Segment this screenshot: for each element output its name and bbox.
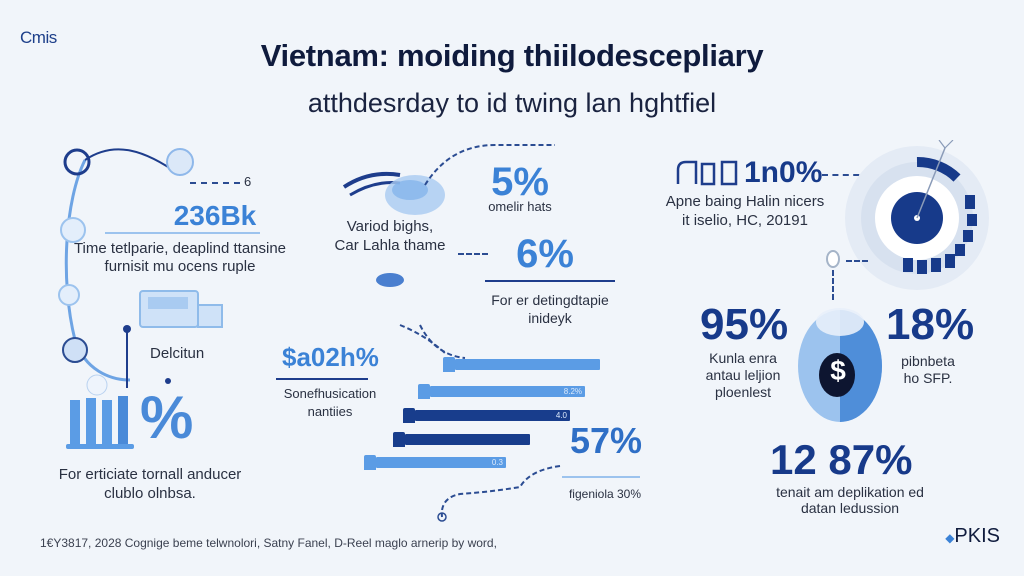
pin-icon [123, 325, 131, 333]
footer-logo: ◆PKIS [945, 525, 1000, 547]
bar-row [393, 432, 530, 447]
bar-row: 4.0 [403, 408, 570, 423]
bar [393, 432, 530, 447]
bar-row: 8.2% [418, 384, 585, 399]
stat-caption: figeniola 30% [568, 487, 642, 501]
stat-value-57: 57% [570, 420, 643, 461]
bar: 8.2% [418, 384, 585, 399]
bar-cap [443, 357, 455, 372]
connector-curve [437, 465, 561, 522]
stat-caption-line1: Sonefhusication [283, 386, 377, 401]
page-subtitle: atthdesrday to id twing lan hghtfiel [307, 88, 717, 118]
diamond-icon: ◆ [945, 531, 955, 545]
bar [443, 357, 600, 372]
stat-value-6: 6% [516, 232, 574, 276]
stat-value-5: 5% [491, 160, 549, 204]
stat-caption-line2: furnisit mu ocens ruple [104, 258, 256, 275]
divider [562, 476, 640, 478]
divider [485, 280, 615, 282]
stat-value-money: $a02h% [282, 342, 379, 372]
stat-caption-line1: Apne baing Halin nicers [665, 193, 825, 210]
dash-label: 6 [244, 174, 252, 189]
stat-caption-line3: ploenlest [714, 384, 772, 400]
money-bag-icon [798, 308, 882, 422]
bar: 4.0 [403, 408, 570, 423]
curved-path-illustration [58, 148, 194, 396]
icon-caption-line1: Variod bighs, [346, 218, 434, 235]
document-outline-icon [676, 160, 738, 186]
bar-cap [418, 384, 430, 399]
egg-marker-icon [826, 250, 840, 268]
stat-caption-line2: ho SFP. [903, 370, 953, 386]
pillars-icon [66, 396, 134, 449]
building-icon [139, 290, 223, 328]
bar-cap [393, 432, 405, 447]
connector-dash [822, 174, 880, 176]
stat-caption-line2: datan ledussion [800, 500, 900, 516]
connector-curve [424, 144, 555, 186]
pin-line [126, 328, 128, 388]
brand-logo: Cmis [20, 28, 57, 47]
stat-percent-icon: % [140, 384, 194, 451]
connector-dash [458, 253, 488, 255]
connector-dash-vertical [832, 270, 834, 300]
bar-cap [403, 408, 415, 423]
bar-cap [364, 455, 376, 470]
icon-caption-line2: Car Lahla thame [334, 237, 446, 254]
divider [276, 378, 368, 380]
dot-decoration [165, 378, 171, 384]
stat-caption-line2: antau leljion [705, 367, 781, 383]
stat-caption-line2: clublo olnbsa. [104, 485, 196, 502]
bar-row: 0.3 [364, 455, 506, 470]
stat-caption-line1: Kunla enra [709, 350, 777, 366]
stat-caption-line1: For erticiate tornall anducer [58, 466, 242, 483]
stat-value-95: 95% [700, 300, 789, 349]
page-title: Vietnam: moiding thiilodescepliary [260, 38, 764, 73]
dollar-sign: $ [830, 355, 846, 386]
bar-row [443, 357, 600, 372]
stat-caption-line2: nantiies [307, 404, 353, 419]
stat-value-236bk: 236Bk [173, 200, 257, 231]
stat-caption-line2: it iselio, HC, 20191 [682, 212, 808, 229]
stat-caption-line1: For er detingdtapie [491, 292, 609, 308]
stat-caption-line1: Time tetlparie, deaplind ttansine [73, 240, 287, 257]
stat-caption-line1: pibnbeta [901, 353, 955, 369]
label-delcitun: Delcitun [150, 345, 205, 362]
footer-credits: 1€Y3817, 2028 Cognige beme telwnolori, S… [40, 536, 497, 550]
stat-caption: omelir hats [488, 199, 552, 214]
stat-value-87: 12 87% [770, 436, 913, 483]
bar: 0.3 [364, 455, 506, 470]
divider [105, 232, 260, 234]
stat-caption-line1: tenait am deplikation ed [776, 484, 924, 500]
stat-value-100: 1n0% [744, 156, 823, 189]
stat-value-18: 18% [886, 300, 975, 349]
stat-caption-line2: inideyk [528, 310, 572, 326]
connector-dash [190, 182, 240, 184]
connector-dash [846, 260, 868, 262]
map-swoosh-icon [342, 171, 445, 215]
radial-gauge-chart [845, 140, 989, 290]
